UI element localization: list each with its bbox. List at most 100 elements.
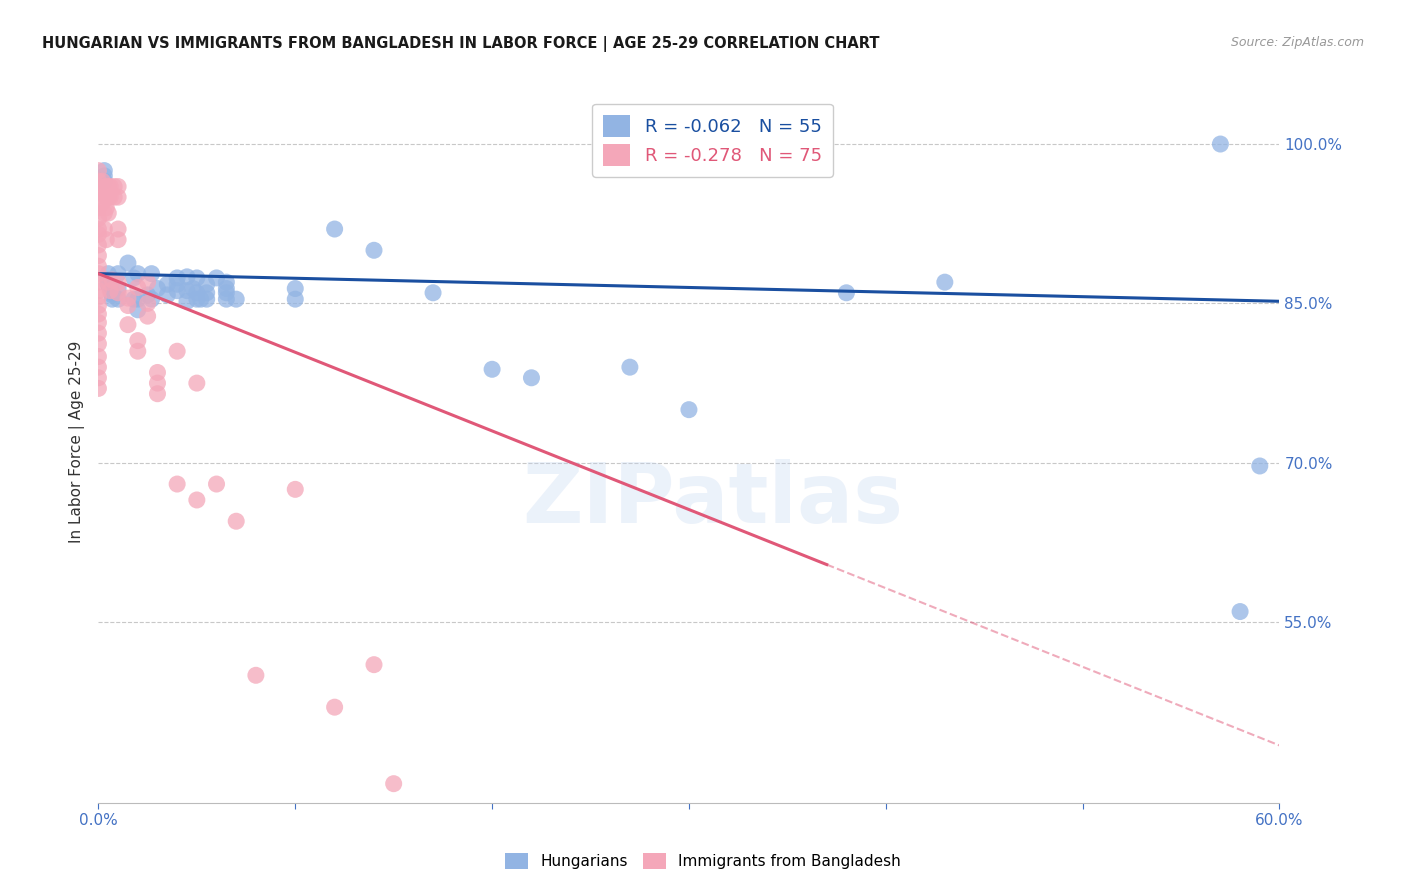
Point	[136, 296, 159, 310]
Point	[101, 273, 124, 287]
Point	[176, 294, 198, 309]
Point	[215, 281, 238, 295]
Point	[91, 185, 114, 199]
Point	[205, 477, 228, 491]
Point	[87, 238, 110, 252]
Point	[87, 371, 110, 385]
Point	[93, 163, 115, 178]
Point	[166, 277, 188, 292]
Point	[87, 259, 110, 273]
Point	[245, 668, 267, 682]
Point	[87, 211, 110, 226]
Point	[87, 307, 110, 321]
Point	[93, 222, 115, 236]
Point	[98, 179, 121, 194]
Point	[101, 285, 124, 300]
Point	[87, 381, 110, 395]
Point	[186, 292, 208, 306]
Point	[127, 334, 149, 348]
Point	[127, 280, 149, 294]
Point	[107, 285, 129, 300]
Point	[87, 326, 110, 341]
Point	[87, 275, 110, 289]
Point	[87, 267, 110, 281]
Point	[136, 288, 159, 302]
Point	[186, 376, 208, 390]
Point	[96, 233, 118, 247]
Point	[186, 285, 208, 300]
Point	[215, 292, 238, 306]
Point	[87, 299, 110, 313]
Point	[215, 275, 238, 289]
Point	[93, 174, 115, 188]
Point	[181, 281, 204, 295]
Point	[422, 285, 444, 300]
Point	[146, 376, 169, 390]
Legend: R = -0.062   N = 55, R = -0.278   N = 75: R = -0.062 N = 55, R = -0.278 N = 75	[592, 103, 832, 177]
Legend: Hungarians, Immigrants from Bangladesh: Hungarians, Immigrants from Bangladesh	[499, 847, 907, 875]
Point	[215, 285, 238, 300]
Point	[87, 284, 110, 298]
Point	[166, 284, 188, 298]
Point	[96, 201, 118, 215]
Point	[166, 477, 188, 491]
Point	[146, 386, 169, 401]
Point	[136, 275, 159, 289]
Point	[195, 285, 218, 300]
Point	[284, 281, 307, 295]
Point	[141, 292, 163, 306]
Point	[107, 281, 129, 295]
Point	[87, 179, 110, 194]
Point	[205, 271, 228, 285]
Point	[127, 267, 149, 281]
Point	[97, 267, 120, 281]
Point	[103, 179, 125, 194]
Point	[1229, 605, 1251, 619]
Point	[87, 163, 110, 178]
Point	[122, 292, 145, 306]
Point	[87, 316, 110, 330]
Point	[186, 493, 208, 508]
Text: HUNGARIAN VS IMMIGRANTS FROM BANGLADESH IN LABOR FORCE | AGE 25-29 CORRELATION C: HUNGARIAN VS IMMIGRANTS FROM BANGLADESH …	[42, 36, 880, 52]
Point	[122, 271, 145, 285]
Point	[101, 288, 124, 302]
Point	[107, 179, 129, 194]
Point	[195, 292, 218, 306]
Point	[87, 201, 110, 215]
Point	[141, 267, 163, 281]
Point	[363, 244, 385, 258]
Point	[284, 292, 307, 306]
Point	[107, 233, 129, 247]
Point	[186, 271, 208, 285]
Point	[87, 249, 110, 263]
Point	[117, 256, 139, 270]
Point	[97, 273, 120, 287]
Point	[97, 179, 120, 194]
Point	[136, 309, 159, 323]
Point	[87, 360, 110, 375]
Point	[98, 281, 121, 295]
Point	[146, 281, 169, 295]
Point	[166, 344, 188, 359]
Point	[93, 206, 115, 220]
Point	[176, 269, 198, 284]
Point	[87, 185, 110, 199]
Point	[481, 362, 503, 376]
Point	[323, 700, 346, 714]
Point	[107, 275, 129, 289]
Point	[146, 366, 169, 380]
Point	[87, 350, 110, 364]
Point	[284, 483, 307, 497]
Point	[101, 292, 124, 306]
Point	[1249, 458, 1271, 473]
Point	[127, 302, 149, 317]
Point	[117, 299, 139, 313]
Point	[91, 174, 114, 188]
Point	[127, 344, 149, 359]
Point	[117, 291, 139, 305]
Point	[619, 360, 641, 375]
Point	[225, 292, 247, 306]
Point	[1209, 136, 1232, 151]
Point	[87, 174, 110, 188]
Point	[225, 514, 247, 528]
